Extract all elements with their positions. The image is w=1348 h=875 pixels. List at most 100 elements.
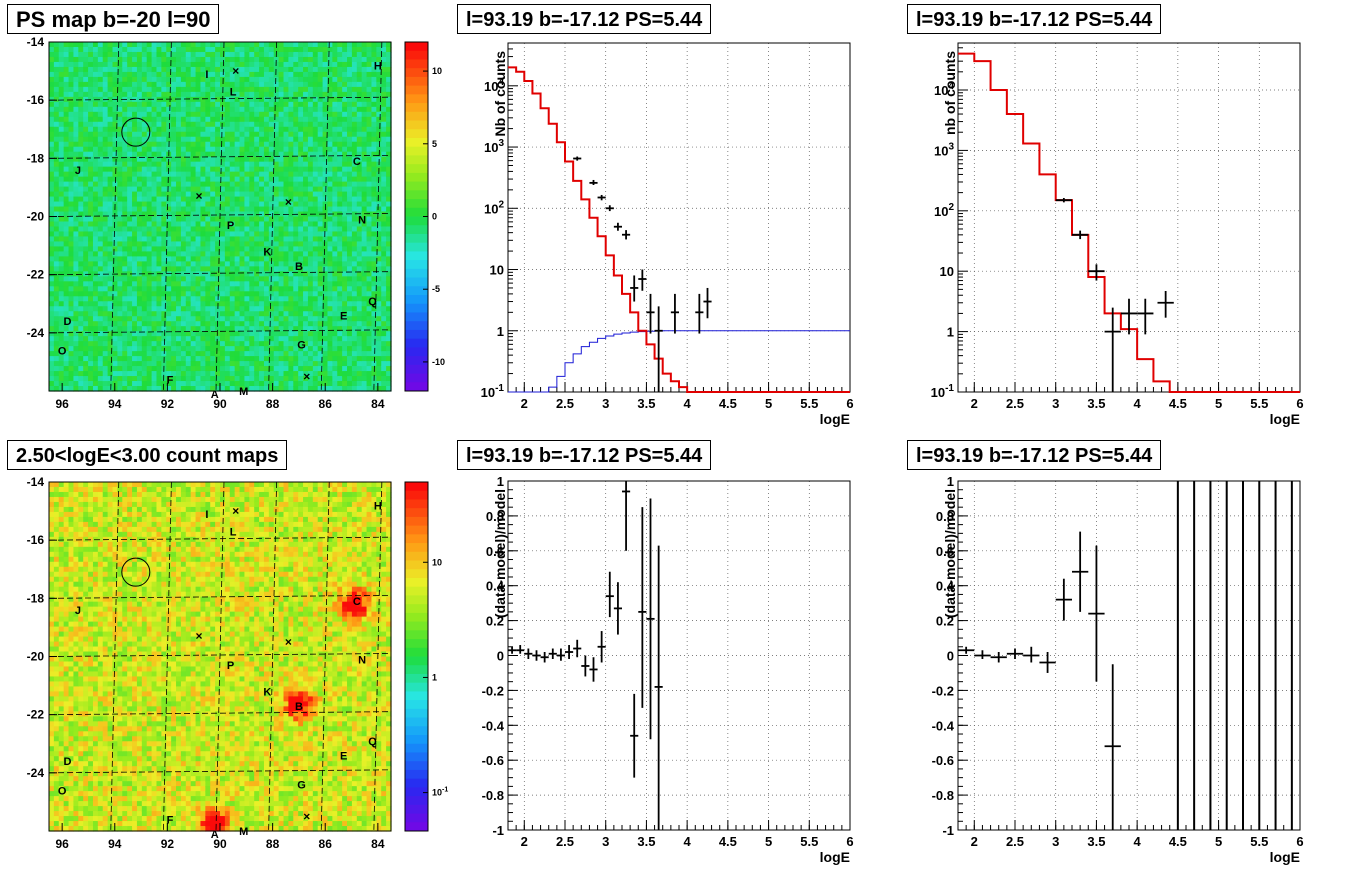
map-pixel: [83, 296, 89, 302]
map-pixel: [356, 376, 363, 382]
map-pixel: [244, 171, 250, 178]
map-pixel: [347, 266, 353, 272]
map-pixel: [97, 61, 104, 68]
map-pixel: [220, 181, 226, 188]
map-pixel: [322, 51, 329, 58]
map-pixel: [386, 326, 392, 332]
map-pixel: [83, 106, 89, 113]
map-pixel: [337, 331, 343, 337]
map-pixel: [312, 181, 319, 188]
map-pixel: [63, 326, 70, 332]
map-pixel: [361, 261, 368, 267]
map-pixel: [322, 281, 329, 287]
map-pixel: [342, 326, 348, 332]
map-pixel: [283, 136, 289, 143]
map-pixel: [317, 186, 324, 193]
colorbar-swatch: [405, 146, 428, 156]
map-pixel: [195, 66, 202, 73]
map-pixel: [317, 356, 324, 362]
map-pixel: [273, 121, 280, 128]
map-pixel: [117, 126, 123, 133]
map-pixel: [278, 131, 285, 138]
map-pixel: [381, 261, 387, 267]
map-pixel: [239, 281, 246, 287]
map-pixel: [205, 221, 211, 228]
map-pixel: [58, 291, 65, 297]
map-pixel: [141, 341, 148, 347]
map-pixel: [303, 311, 309, 317]
map-pixel: [73, 171, 79, 178]
map-pixel: [268, 281, 275, 287]
map-pixel: [210, 46, 216, 53]
map-pixel: [132, 301, 138, 307]
map-pixel: [234, 126, 241, 133]
map-pixel: [361, 156, 368, 163]
map-pixel: [386, 221, 392, 228]
map-pixel: [332, 361, 338, 367]
map-pixel: [327, 306, 333, 312]
map-pixel: [342, 86, 348, 93]
map-pixel: [337, 376, 343, 382]
map-pixel: [78, 246, 84, 252]
map-pixel: [303, 131, 309, 138]
map-pixel: [151, 361, 158, 367]
map-pixel: [347, 291, 353, 297]
map-pixel: [224, 101, 231, 108]
map-pixel: [356, 261, 363, 267]
map-pixel: [92, 71, 99, 78]
map-pixel: [361, 161, 368, 168]
map-pixel: [249, 271, 255, 277]
map-pixel: [215, 81, 221, 88]
map-pixel: [58, 381, 65, 387]
map-pixel: [171, 86, 177, 93]
map-pixel: [229, 51, 236, 58]
map-pixel: [361, 291, 368, 297]
map-pixel: [68, 56, 75, 63]
map-pixel: [161, 256, 167, 262]
map-pixel: [317, 42, 324, 48]
map-pixel: [249, 241, 255, 248]
map-pixel: [278, 121, 285, 128]
map-pixel: [224, 201, 231, 208]
map-pixel: [161, 261, 167, 267]
map-pixel: [83, 346, 89, 352]
map-pixel: [386, 171, 392, 178]
map-pixel: [146, 121, 153, 128]
map-pixel: [220, 261, 226, 267]
map-pixel: [195, 241, 202, 248]
map-pixel: [78, 121, 84, 128]
map-pixel: [307, 81, 314, 88]
map-pixel: [220, 131, 226, 138]
map-pixel: [244, 326, 250, 332]
map-pixel: [224, 371, 231, 377]
map-pixel: [136, 291, 143, 297]
map-pixel: [122, 126, 128, 133]
map-pixel: [337, 271, 343, 277]
map-pixel: [283, 121, 289, 128]
map-pixel: [312, 246, 319, 252]
map-pixel: [205, 366, 211, 372]
map-pixel: [97, 216, 104, 223]
map-pixel: [337, 311, 343, 317]
map-pixel: [185, 286, 192, 292]
map-pixel: [249, 181, 255, 188]
colorbar-swatch: [405, 321, 428, 331]
map-pixel: [210, 156, 216, 163]
map-pixel: [351, 201, 358, 208]
map-pixel: [156, 76, 162, 83]
map-pixel: [234, 151, 241, 158]
map-pixel: [356, 46, 363, 53]
map-pixel: [239, 376, 246, 382]
map-pixel: [136, 311, 143, 317]
map-pixel: [83, 291, 89, 297]
map-pixel: [317, 71, 324, 78]
map-pixel: [78, 181, 84, 188]
map-pixel: [49, 151, 55, 158]
map-pixel: [156, 191, 162, 198]
map-pixel: [83, 42, 89, 48]
map-pixel: [366, 226, 373, 233]
map-pixel: [68, 281, 75, 287]
map-pixel: [268, 176, 275, 183]
map-pixel: [224, 86, 231, 93]
map-pixel: [195, 331, 202, 337]
